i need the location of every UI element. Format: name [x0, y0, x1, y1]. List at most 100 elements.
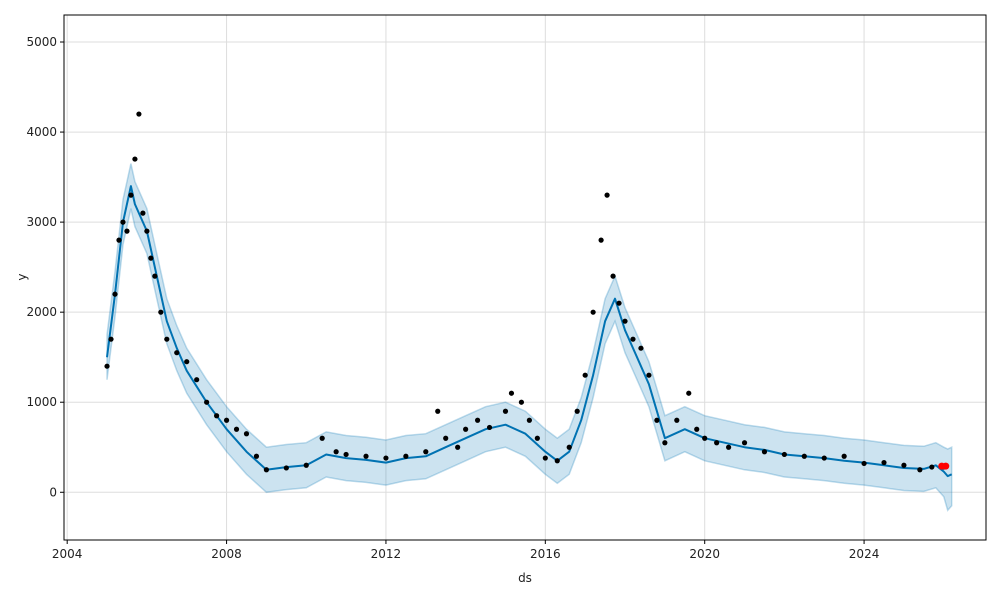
x-axis-label: ds	[518, 571, 532, 585]
observed-point	[508, 390, 515, 396]
observed-point	[574, 408, 580, 414]
observed-point	[604, 192, 610, 198]
grid-lines	[64, 15, 986, 540]
observed-point	[714, 440, 720, 446]
observed-point	[861, 460, 867, 467]
uncertainty-area	[106, 163, 953, 512]
observed-point	[821, 455, 827, 461]
observed-point	[502, 408, 509, 414]
uncertainty-band	[106, 163, 953, 512]
observed-point	[128, 192, 134, 198]
observed-point	[136, 111, 142, 117]
observed-point	[534, 435, 540, 441]
x-tick-label: 2020	[689, 547, 720, 561]
observed-point	[303, 462, 309, 468]
observed-point	[622, 318, 628, 324]
observed-point	[646, 372, 652, 378]
observed-point	[761, 449, 768, 455]
observed-point	[662, 440, 668, 446]
observed-point	[132, 156, 138, 162]
observed-point	[108, 336, 114, 342]
y-tick-label: 3000	[26, 215, 57, 229]
observed-point	[801, 453, 807, 459]
observed-point	[654, 417, 660, 423]
observed-point	[116, 237, 122, 243]
observed-point	[283, 465, 289, 471]
observed-point	[917, 467, 923, 473]
observed-point	[686, 390, 692, 396]
observed-point	[901, 462, 907, 468]
observed-point	[443, 435, 449, 441]
observed-point	[144, 228, 150, 234]
observed-point	[526, 417, 532, 423]
observed-point	[204, 399, 210, 405]
observed-point	[702, 435, 708, 441]
observed-point	[104, 363, 110, 369]
x-tick-label: 2004	[52, 547, 83, 561]
x-tick-label: 2008	[211, 547, 242, 561]
observed-point	[554, 458, 560, 464]
observed-point	[164, 336, 170, 342]
observed-point	[630, 336, 636, 342]
observed-point	[319, 435, 325, 441]
observed-point	[726, 444, 732, 450]
y-tick-label: 4000	[26, 125, 57, 139]
observed-point	[881, 459, 887, 466]
observed-point	[781, 451, 787, 458]
x-tick-label: 2012	[371, 547, 402, 561]
observed-point	[148, 255, 154, 261]
observed-point	[741, 440, 748, 446]
x-tick-label: 2024	[849, 547, 880, 561]
plot-frame	[63, 14, 987, 541]
observed-point	[233, 426, 240, 432]
observed-point	[194, 377, 200, 383]
observed-point	[174, 350, 180, 356]
observed-point	[474, 417, 481, 423]
observed-point	[582, 372, 588, 378]
observed-point	[463, 426, 469, 432]
observed-point	[518, 399, 525, 405]
observed-point	[140, 210, 146, 216]
observed-point	[435, 408, 441, 414]
observed-point	[423, 449, 429, 455]
observed-point	[566, 444, 572, 450]
observed-point	[403, 453, 409, 459]
observed-points	[104, 111, 947, 473]
observed-point	[124, 228, 130, 234]
y-tick-label: 2000	[26, 305, 57, 319]
y-axis-ticks: 0 1000 2000 3000 4000 5000	[26, 35, 64, 499]
observed-point	[363, 453, 369, 459]
observed-point	[694, 426, 700, 432]
observed-point	[486, 424, 493, 431]
observed-point	[152, 273, 158, 279]
highlight-points	[938, 462, 950, 470]
y-tick-label: 0	[49, 485, 57, 499]
observed-point	[263, 467, 270, 473]
observed-point	[598, 237, 604, 243]
observed-point	[184, 359, 190, 365]
highlight-point	[942, 462, 950, 470]
observed-point	[610, 273, 616, 279]
observed-point	[253, 453, 260, 459]
observed-point	[223, 417, 230, 423]
observed-point	[120, 219, 126, 225]
observed-point	[841, 453, 847, 459]
observed-point	[243, 431, 250, 437]
observed-point	[112, 291, 118, 297]
observed-point	[214, 413, 220, 419]
observed-point	[158, 309, 164, 315]
y-tick-label: 1000	[26, 395, 57, 409]
observed-point	[929, 464, 935, 470]
observed-point	[638, 345, 644, 351]
observed-point	[383, 455, 389, 461]
observed-point	[674, 417, 680, 423]
y-axis-label: y	[15, 273, 29, 280]
x-tick-label: 2016	[530, 547, 561, 561]
observed-point	[333, 449, 339, 455]
x-axis-ticks: 2004 2008 2012 2016 2020 2024	[52, 540, 879, 561]
observed-point	[542, 455, 548, 461]
observed-point	[590, 309, 596, 315]
observed-point	[616, 300, 622, 306]
